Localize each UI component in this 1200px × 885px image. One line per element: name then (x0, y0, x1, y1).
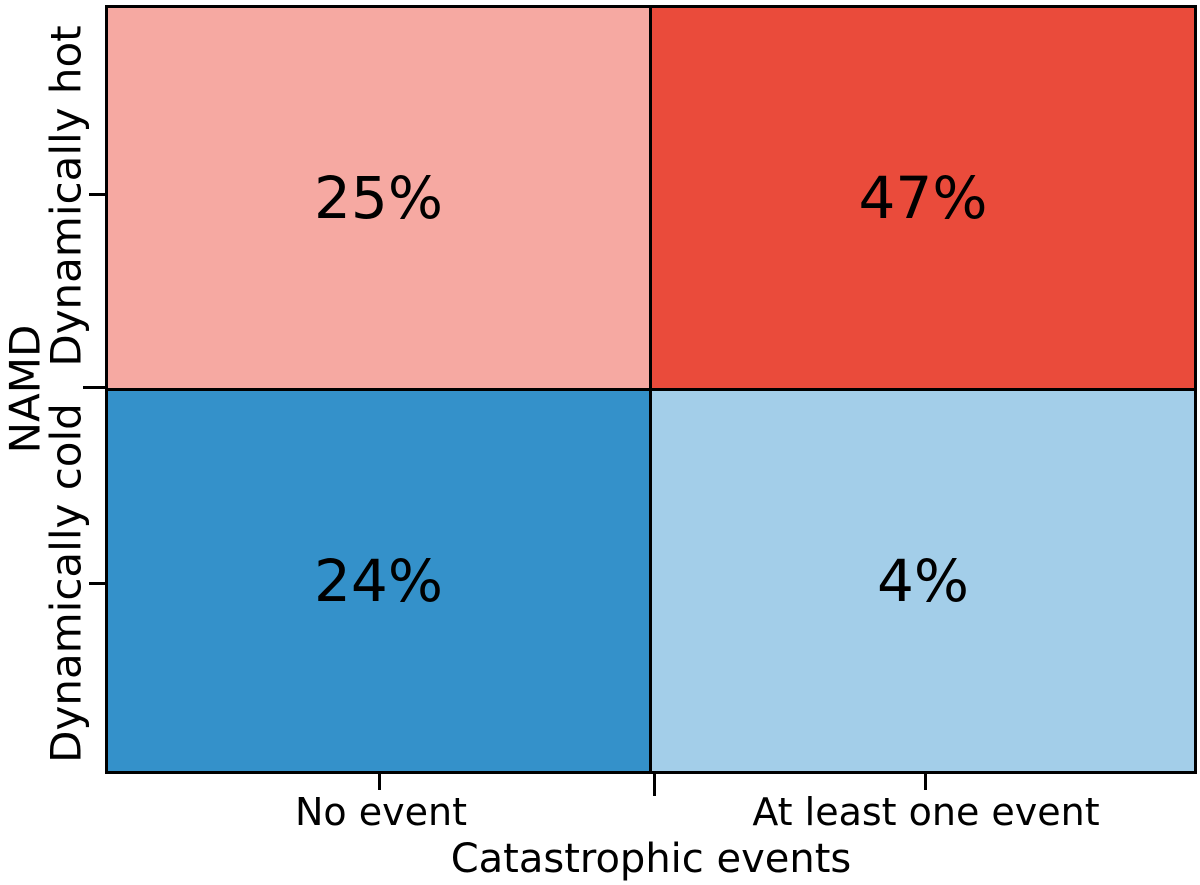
y-tick-label-dynamically-hot: Dynamically hot (41, 25, 91, 367)
y-tick-hot (89, 193, 105, 196)
x-axis-title: Catastrophic events (450, 836, 852, 882)
x-tick-label-at-least-one-event: At least one event (752, 790, 1100, 834)
plot-area: 25% 47% 24% 4% (105, 5, 1197, 774)
x-tick-no-event (378, 774, 381, 790)
cell-hot-at-least-one-event: 47% (651, 8, 1194, 390)
x-column-divider-extension (653, 774, 656, 796)
y-tick-label-dynamically-cold: Dynamically cold (41, 403, 91, 763)
cell-value-hot-no-event: 25% (314, 163, 443, 232)
x-tick-at-least-one-event (924, 774, 927, 790)
y-row-divider-extension (83, 386, 105, 389)
cell-cold-no-event: 24% (108, 389, 651, 771)
cell-value-hot-at-least-one-event: 47% (858, 163, 988, 232)
y-tick-cold (89, 582, 105, 585)
cell-hot-no-event: 25% (108, 8, 651, 390)
cell-value-cold-no-event: 24% (314, 546, 443, 615)
x-tick-label-no-event: No event (295, 790, 467, 834)
cell-value-cold-at-least-one-event: 4% (876, 546, 969, 615)
y-axis-title: NAMD (0, 324, 50, 454)
cell-cold-at-least-one-event: 4% (651, 389, 1194, 771)
